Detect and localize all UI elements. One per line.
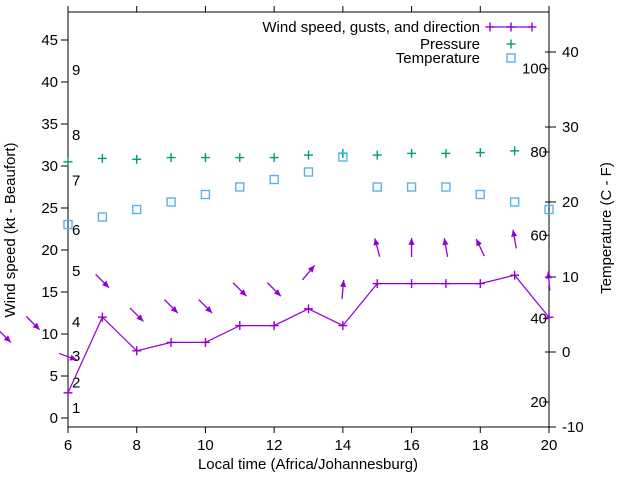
fahrenheit-label: 20 [530, 394, 547, 411]
beaufort-label: 8 [72, 127, 80, 144]
wind-direction-arrow-head [340, 280, 347, 288]
x-tick-label: 10 [197, 437, 214, 454]
wind-direction-arrow-head [511, 229, 518, 237]
wind-speed-line [67, 274, 550, 394]
temperature-point [166, 197, 176, 207]
wind-direction-arrow-head [307, 265, 315, 273]
x-tick-label: 6 [64, 437, 72, 454]
y-right-tick-label: 40 [562, 44, 579, 61]
y-left-tick-label: 40 [41, 74, 58, 91]
temperature-point [235, 182, 245, 192]
wind-direction-arrow-head [32, 322, 40, 330]
temperature-point [509, 197, 520, 207]
wind-direction-arrow-head [170, 305, 178, 313]
wind-direction-arrow-head [545, 271, 552, 279]
y-axis-left-title: Wind speed (kt - Beaufort) [2, 142, 19, 317]
beaufort-label: 7 [72, 172, 80, 189]
x-tick-label: 20 [541, 437, 558, 454]
beaufort-label: 1 [72, 400, 80, 417]
y-left-tick-label: 45 [41, 32, 58, 49]
temperature-point [132, 204, 142, 215]
y-left-tick-label: 15 [41, 284, 58, 301]
wind-direction-arrow-head [442, 238, 449, 246]
y-right-tick-label: 30 [562, 119, 579, 136]
y-left-tick-label: 10 [41, 326, 58, 343]
temperature-point [406, 182, 417, 192]
beaufort-label: 5 [72, 263, 80, 280]
wind-direction-arrow-head [102, 280, 110, 288]
x-tick-label: 14 [335, 437, 352, 454]
x-axis-title: Local time (Africa/Johannesburg) [198, 456, 418, 473]
temperature-point [475, 189, 485, 200]
temperature-point [303, 167, 314, 177]
temperature-point [372, 182, 382, 192]
legend-temperature-sample-marker [506, 53, 516, 63]
y-right-tick-label: -10 [562, 419, 584, 436]
beaufort-label: 2 [72, 375, 80, 392]
temperature-point [200, 189, 211, 200]
temperature-point [338, 152, 348, 162]
x-tick-label: 18 [472, 437, 489, 454]
temperature-point [544, 204, 554, 215]
wind-direction-arrow-head [476, 238, 482, 247]
x-tick-label: 8 [133, 437, 141, 454]
legend-label-wind: Wind speed, gusts, and direction [262, 19, 480, 36]
beaufort-label: 3 [72, 348, 80, 365]
plot-content: 6 8 10 12 14 16 18 2005101520253035404512345678… [0, 6, 584, 454]
y-left-tick-label: 20 [41, 242, 58, 259]
y-left-tick-label: 35 [41, 116, 58, 133]
temperature-point [269, 174, 279, 185]
fahrenheit-label: 100 [522, 61, 547, 78]
beaufort-label: 9 [72, 62, 80, 79]
beaufort-label: 6 [72, 222, 80, 239]
y-right-tick-label: 10 [562, 269, 579, 286]
y-right-tick-label: 0 [562, 344, 570, 361]
wind-direction-arrow-head [205, 305, 213, 313]
beaufort-label: 4 [72, 314, 80, 331]
temperature-point [441, 182, 451, 192]
wind-direction-arrow-head [136, 314, 144, 322]
y-left-tick-label: 25 [41, 200, 58, 217]
y-left-tick-label: 30 [41, 158, 58, 175]
wind-direction-arrow-head [373, 238, 380, 246]
plot-border [67, 11, 550, 428]
legend-label-temperature: Temperature [396, 50, 480, 67]
temperature-point [97, 212, 108, 222]
temperature-point [63, 219, 73, 230]
y-right-tick-label: 20 [562, 194, 579, 211]
x-tick-label: 16 [403, 437, 420, 454]
y-axis-right-title: Temperature (C - F) [598, 162, 615, 294]
y-left-tick-label: 5 [50, 368, 58, 385]
y-left-tick-label: 0 [50, 410, 58, 427]
fahrenheit-label: 40 [530, 311, 547, 328]
x-tick-label: 12 [266, 437, 283, 454]
wind-direction-arrow-head [3, 335, 11, 343]
fahrenheit-label: 80 [530, 144, 547, 161]
wind-direction-arrow-head [239, 289, 247, 297]
wind-direction-arrow-head [69, 354, 77, 361]
wind-direction-arrow-head [408, 237, 415, 245]
wind-direction-arrow-head [273, 289, 281, 297]
fahrenheit-label: 60 [530, 227, 547, 244]
legend-label-pressure: Pressure [420, 36, 480, 53]
